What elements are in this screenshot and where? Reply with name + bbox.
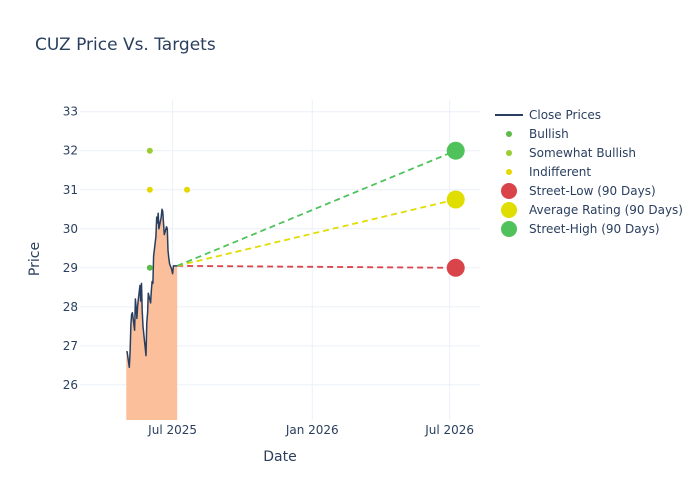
average-rating-days-marker	[446, 190, 465, 209]
legend-swatch	[506, 150, 512, 156]
y-tick-label: 26	[63, 378, 78, 392]
y-axis-ticks: 26 27 28 29 30 31 32 33	[63, 105, 78, 392]
legend-item-street-low-90-days[interactable]: Street-Low (90 Days)	[501, 183, 656, 199]
close-price-series	[126, 208, 178, 369]
y-tick-label: 33	[63, 105, 78, 119]
x-axis-label: Date	[263, 449, 296, 465]
y-tick-label: 28	[63, 300, 78, 314]
legend-swatch	[501, 221, 517, 237]
legend-item-close-prices[interactable]: Close Prices	[495, 108, 601, 122]
average-rating-days-line	[176, 198, 456, 267]
legend-swatch	[501, 183, 517, 199]
legend[interactable]: Close Prices Bullish Somewhat Bullish Indif…	[495, 108, 683, 237]
somewhat-bullish-rating-point	[146, 147, 153, 154]
y-tick-label: 32	[63, 144, 78, 158]
close-price-fill	[126, 209, 178, 420]
street-high-days-marker	[446, 141, 465, 160]
chart-title: CUZ Price Vs. Targets	[35, 35, 216, 55]
legend-swatch	[506, 131, 512, 137]
target-markers	[446, 141, 465, 277]
legend-label: Somewhat Bullish	[529, 146, 636, 160]
legend-item-somewhat-bullish[interactable]: Somewhat Bullish	[506, 146, 636, 160]
x-tick-label: Jan 2026	[285, 423, 339, 437]
close-price-line	[126, 208, 178, 369]
close-price-area	[126, 209, 178, 420]
street-low-days-line	[177, 264, 456, 269]
legend-swatch	[506, 169, 512, 175]
legend-label: Street-High (90 Days)	[529, 222, 660, 236]
legend-item-average-rating-90-days[interactable]: Average Rating (90 Days)	[501, 202, 683, 218]
legend-label: Close Prices	[529, 108, 601, 122]
bullish-rating-point	[146, 264, 153, 271]
rating-markers	[146, 147, 191, 271]
target-lines	[176, 149, 457, 269]
street-high-days-line	[176, 149, 457, 267]
indifferent-rating-point	[184, 186, 191, 193]
legend-item-indifferent[interactable]: Indifferent	[506, 165, 591, 179]
y-tick-label: 30	[63, 222, 78, 236]
indifferent-rating-point	[146, 186, 153, 193]
legend-label: Street-Low (90 Days)	[529, 184, 656, 198]
y-tick-label: 27	[63, 339, 78, 353]
legend-label: Bullish	[529, 127, 569, 141]
y-tick-label: 29	[63, 261, 78, 275]
legend-label: Average Rating (90 Days)	[529, 203, 683, 217]
x-tick-label: Jul 2025	[147, 423, 197, 437]
x-axis-ticks: Jul 2025 Jan 2026 Jul 2026	[147, 423, 474, 437]
legend-item-bullish[interactable]: Bullish	[506, 127, 569, 141]
legend-item-street-high-90-days[interactable]: Street-High (90 Days)	[501, 221, 660, 237]
legend-label: Indifferent	[529, 165, 591, 179]
y-tick-label: 31	[63, 183, 78, 197]
x-tick-label: Jul 2026	[424, 423, 474, 437]
y-axis-label: Price	[27, 242, 43, 276]
street-low-days-marker	[446, 258, 465, 277]
legend-swatch	[501, 202, 517, 218]
